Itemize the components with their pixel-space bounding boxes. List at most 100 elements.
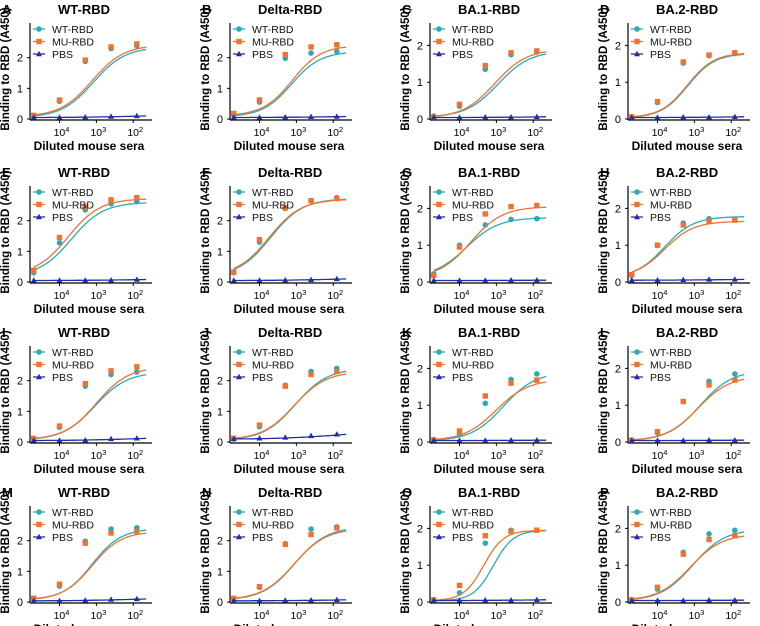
x-tick-label: 104 [54,288,70,302]
y-axis-label: Binding to RBD (A450) [400,7,412,130]
legend-label: WT-RBD [452,507,494,519]
data-point [82,381,88,387]
y-axis-label: Binding to RBD (A450) [200,330,212,453]
x-axis-label: Diluted mouse sera [234,622,345,626]
x-axis-label: Diluted mouse sera [234,462,345,476]
panel-letter: G [402,165,412,180]
x-tick-label: 103 [688,125,704,139]
fit-curve [433,51,547,118]
legend-marker [436,38,442,45]
x-axis-label: Diluted mouse sera [34,302,145,316]
panel-letter: F [202,165,210,180]
x-tick-label: 104 [54,608,70,622]
data-point [82,204,88,210]
data-point [308,276,315,283]
panel-letter: A [2,2,12,17]
series-wt-rbd [430,215,547,277]
x-tick-label: 103 [290,448,306,462]
fit-curve [33,532,147,600]
data-point [82,436,89,443]
data-point [680,276,687,282]
data-point [732,50,738,56]
data-point [256,277,263,283]
x-tick-label: 102 [127,608,143,622]
y-tick-label: 2 [217,376,223,388]
legend-marker [36,361,42,368]
x-tick-label: 103 [490,288,506,302]
series-mu-rbd [231,525,347,602]
series-wt-rbd [628,527,745,603]
data-point [456,101,463,107]
data-point [333,431,340,437]
series-mu-rbd [629,217,745,278]
data-point [706,436,713,443]
data-point [482,393,488,399]
data-point [82,277,89,283]
y-axis-label: Binding to RBD (A450) [598,7,610,130]
data-point [256,597,263,603]
series-mu-rbd [629,50,745,120]
x-tick-label: 104 [652,448,668,462]
data-point [508,436,515,443]
legend-marker [634,373,640,380]
data-point [334,195,340,202]
legend-label: MU-RBD [252,37,294,49]
fit-curve [433,206,547,273]
data-point [508,216,514,223]
data-point [108,435,115,442]
fit-curve [631,53,745,118]
fit-curve [433,217,547,271]
legend-marker [236,373,242,380]
panel-title: BA.1-RBD [458,2,520,17]
data-point [256,114,263,120]
data-point [482,277,489,283]
series-mu-rbd [231,42,347,117]
legend-label: MU-RBD [252,360,294,372]
series-wt-rbd [430,371,547,443]
fit-curve [33,202,147,271]
legend-marker [236,50,242,57]
data-point [134,528,140,535]
legend-marker [436,373,442,380]
panel-title: BA.1-RBD [458,165,520,180]
fit-curve [233,373,347,439]
y-tick-label: 1 [417,77,423,89]
y-tick-label: 2 [17,376,23,388]
y-tick-label: 0 [217,437,223,449]
legend-label: WT-RBD [650,347,692,359]
series-pbs [430,113,547,120]
y-tick-label: 1 [217,406,223,418]
series-wt-rbd [230,48,347,119]
data-point [256,236,263,243]
legend-marker [36,201,42,208]
panel-title: BA.2-RBD [656,2,718,17]
x-tick-label: 104 [454,125,470,139]
data-point [30,277,37,283]
fit-curve [433,529,547,601]
data-point [133,112,140,119]
y-tick-label: 0 [217,114,223,126]
data-point [508,203,514,210]
data-point [308,371,314,378]
data-point [56,437,63,443]
data-point [706,218,712,224]
legend-label: MU-RBD [452,200,494,212]
fit-curve [631,53,745,118]
data-point [731,276,738,282]
data-point [654,584,661,590]
legend-marker [634,509,640,515]
x-tick-label: 102 [127,448,143,462]
legend-label: MU-RBD [452,520,494,532]
legend-marker [36,26,42,32]
fit-curve [33,374,147,440]
panel-title: BA.2-RBD [656,325,718,340]
fit-curve [433,53,547,117]
data-point [256,97,263,103]
series-wt-rbd [230,365,347,442]
data-point [706,276,713,282]
x-tick-label: 103 [688,448,704,462]
y-tick-label: 1 [17,246,23,258]
